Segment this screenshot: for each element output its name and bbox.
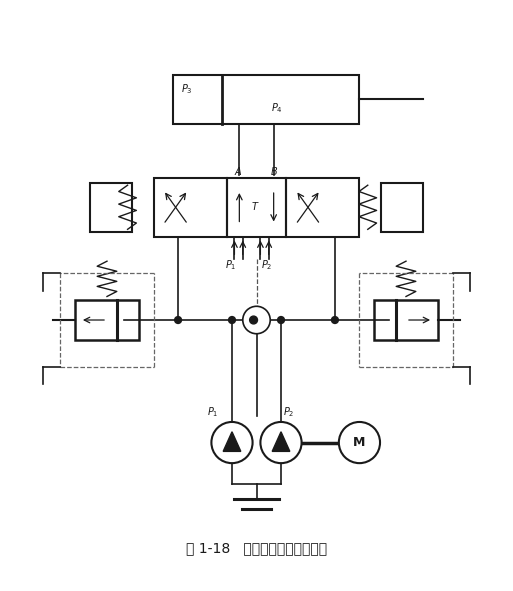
Bar: [75, 300, 139, 340]
Circle shape: [331, 317, 339, 323]
Circle shape: [211, 422, 252, 463]
Circle shape: [278, 317, 284, 323]
Text: $P_2$: $P_2$: [262, 258, 273, 272]
Text: $P_4$: $P_4$: [271, 102, 283, 115]
Bar: [173, 75, 360, 124]
Text: M: M: [353, 436, 366, 449]
Text: $P_1$: $P_1$: [207, 405, 219, 420]
Text: 图 1-18   叠加式换向阀制动回路: 图 1-18 叠加式换向阀制动回路: [186, 541, 327, 555]
Polygon shape: [223, 432, 241, 452]
Bar: [153, 178, 227, 236]
Text: $P_3$: $P_3$: [181, 82, 192, 96]
Text: $P_2$: $P_2$: [284, 405, 295, 420]
Circle shape: [261, 422, 302, 463]
Bar: [90, 183, 131, 232]
Bar: [227, 178, 286, 236]
Circle shape: [243, 306, 270, 334]
Bar: [374, 300, 438, 340]
Circle shape: [174, 317, 182, 323]
Bar: [286, 178, 360, 236]
Text: A: A: [234, 167, 241, 177]
Text: B: B: [271, 167, 278, 177]
Bar: [382, 183, 423, 232]
Polygon shape: [272, 432, 290, 452]
Text: T: T: [251, 202, 258, 212]
Circle shape: [339, 422, 380, 463]
Circle shape: [229, 317, 235, 323]
Text: $P_1$: $P_1$: [225, 258, 236, 272]
Circle shape: [250, 316, 258, 324]
